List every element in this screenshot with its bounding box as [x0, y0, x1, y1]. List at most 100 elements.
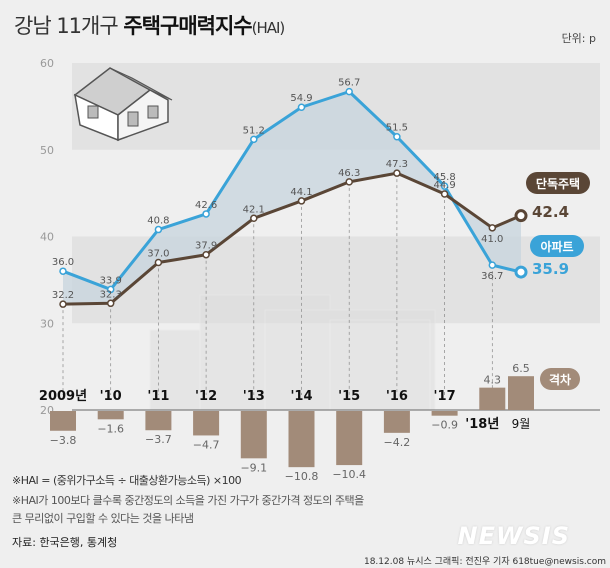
apartment-point [488, 261, 497, 269]
detached-point [345, 178, 353, 186]
gap-label: −3.8 [50, 434, 77, 447]
gap-bar [431, 411, 458, 416]
gap-label: −10.8 [285, 470, 319, 483]
gap-bar [145, 411, 172, 431]
gap-label: −4.2 [384, 436, 411, 449]
gap-area [63, 91, 521, 305]
detached-point [393, 169, 401, 177]
x-tick: '12 [195, 389, 217, 404]
apartment-point [297, 103, 306, 111]
apartment-point [440, 182, 449, 190]
explanation-note: ※HAI가 100보다 클수록 중간정도의 소득을 가진 가구가 중간가격 정도… [12, 494, 364, 507]
apartment-label: 51.5 [386, 123, 408, 134]
gap-bar [336, 411, 363, 466]
apartment-label: 45.8 [433, 172, 455, 183]
detached-point [488, 224, 497, 232]
apartment-point [250, 135, 258, 144]
gap-label: −1.6 [97, 422, 124, 435]
detached-label: 44.9 [433, 180, 455, 191]
x-tick: '17 [434, 389, 456, 404]
unit-label: 단위: p [561, 32, 596, 45]
gap-bar [288, 411, 315, 468]
y-tick-50: 50 [40, 144, 54, 157]
building-illustration [149, 294, 436, 411]
apartment-point [154, 225, 163, 234]
detached-point [440, 190, 449, 198]
x-tick: '15 [338, 389, 360, 404]
gap-bar [383, 411, 410, 433]
x-tick: '18년 [465, 417, 499, 432]
x-tick: '16 [386, 389, 408, 404]
credit: 18.12.08 뉴시스 그래픽: 전진우 기자 618tue@newsis.c… [363, 557, 606, 567]
apartment-label: 56.7 [338, 78, 360, 89]
legend-detached: 단독주택 [536, 176, 580, 191]
detached-label: 42.1 [243, 204, 265, 215]
gap-bar [508, 376, 534, 410]
formula-note: ※HAI = (중위가구소득 ÷ 대출상환가능소득) ×100 [12, 474, 242, 487]
gap-bar [50, 411, 76, 431]
detached-point [202, 250, 210, 259]
detached-point [154, 258, 163, 267]
detached-point [514, 209, 528, 223]
x-tick: 9월 [512, 417, 531, 431]
y-tick-40: 40 [40, 231, 54, 244]
y-tick-30: 30 [40, 317, 54, 330]
legend-gap-badge [540, 368, 580, 390]
gap-bar [97, 411, 124, 420]
detached-label: 32.3 [100, 289, 122, 300]
x-tick: '11 [147, 389, 169, 404]
gap-label: 4.3 [484, 374, 502, 387]
detached-label: 32.2 [52, 290, 74, 301]
detached-label: 37.9 [195, 241, 217, 252]
apartment-end-value: 35.9 [532, 260, 569, 278]
gap-bar [479, 387, 506, 410]
detached-point [297, 197, 306, 205]
apartment-label: 40.8 [147, 216, 169, 227]
gap-bar [240, 411, 267, 459]
apartment-point [514, 265, 528, 279]
detached-label: 44.1 [290, 187, 312, 198]
apartment-point [202, 210, 210, 218]
x-tick: '13 [243, 389, 265, 404]
apartment-point [59, 267, 67, 275]
detached-point [250, 214, 258, 223]
y-tick-60: 60 [40, 57, 54, 70]
legend-apartment: 아파트 [540, 239, 573, 254]
x-tick: 2009년 [39, 389, 87, 404]
apartment-label: 33.9 [100, 275, 122, 286]
apartment-point [106, 285, 115, 294]
explanation-note-2: 큰 무리없이 구입할 수 있다는 것을 나타냄 [12, 512, 194, 525]
gap-label: −10.4 [332, 468, 366, 481]
x-tick: '14 [290, 389, 312, 404]
detached-label: 37.0 [147, 249, 169, 260]
apartment-point [345, 87, 353, 96]
apartment-label: 54.9 [290, 93, 312, 104]
gap-label: −4.7 [193, 438, 220, 451]
detached-end-value: 42.4 [532, 203, 569, 221]
detached-label: 47.3 [386, 159, 408, 170]
house-illustration [73, 67, 173, 142]
gap-label: −0.9 [431, 419, 458, 432]
newsis-logo: NEWSIS [457, 522, 570, 550]
legend-detached-badge [526, 172, 590, 194]
detached-point [59, 300, 67, 308]
legend-apartment-badge [530, 235, 584, 257]
apartment-point [393, 132, 401, 141]
source: 자료: 한국은행, 통계청 [12, 536, 118, 549]
detached-point [106, 299, 115, 308]
chart-title: 강남 11개구 주택구매력지수(HAI) [14, 14, 285, 38]
gap-label: 6.5 [512, 362, 530, 375]
apartment-label: 36.0 [52, 257, 74, 268]
detached-label: 46.3 [338, 168, 360, 179]
gap-bar [193, 411, 220, 436]
gap-label: −9.1 [240, 461, 267, 474]
apartment-label: 51.2 [243, 125, 265, 136]
detached-label: 41.0 [481, 234, 503, 245]
legend-gap: 격차 [549, 372, 571, 387]
gap-label: −3.7 [145, 433, 172, 446]
apartment-label: 42.6 [195, 200, 217, 211]
x-tick: '10 [100, 389, 122, 404]
apartment-label: 36.7 [481, 271, 503, 282]
